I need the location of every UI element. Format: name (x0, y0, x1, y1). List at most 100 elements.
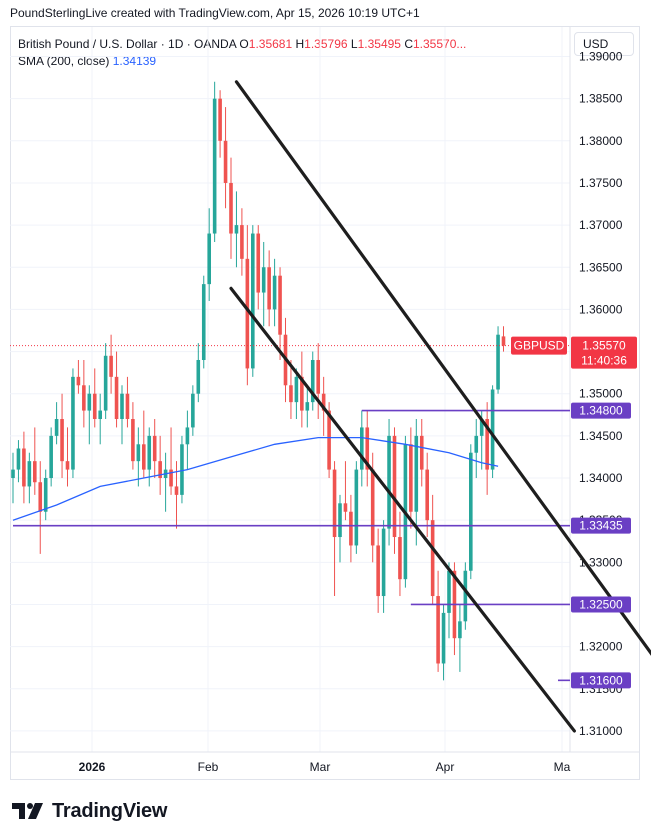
candle-body (278, 275, 282, 335)
price-tick-label: 1.34000 (579, 471, 623, 485)
candle-body (38, 482, 43, 512)
tradingview-logo-icon (12, 803, 43, 819)
candle-body (425, 469, 429, 521)
candle-body (430, 520, 435, 597)
price-tags: 1.34800 1.33435 1.32500 1.31600 GBPUSD 1.3557… (511, 336, 637, 689)
candle-body (376, 545, 380, 597)
candle-body (136, 444, 141, 462)
time-tick-label: Ma (554, 760, 571, 774)
time-tick-label: Mar (310, 760, 331, 774)
candle-body (158, 461, 162, 479)
candle-body (398, 537, 402, 580)
chart-caption: PoundSterlingLive created with TradingVi… (10, 6, 420, 20)
price-tick-label: 1.38000 (579, 134, 623, 148)
candle-body (120, 393, 124, 420)
level-price-tag (571, 402, 631, 419)
legend-open-value: 1.35681 (248, 37, 293, 51)
price-tick-label: 1.34500 (579, 429, 623, 443)
time-axis: 2026 Feb Mar Apr Ma (79, 760, 571, 774)
candle-body (234, 225, 239, 234)
legend-high-label: H (295, 37, 305, 51)
candle-body (223, 140, 228, 183)
candle-body (327, 410, 331, 470)
candle-body (169, 469, 173, 487)
candle-body (147, 435, 152, 470)
sma-line (12, 436, 499, 521)
candle-body (392, 435, 397, 538)
price-tick-label: 1.33000 (579, 555, 623, 569)
candle-body (103, 355, 108, 411)
candle-body (65, 461, 70, 470)
candle-body (60, 419, 64, 462)
legend-sma-value: 1.34139 (112, 54, 157, 68)
candle-body (496, 334, 500, 390)
candle-body (245, 258, 250, 369)
price-tick-label: 1.37500 (579, 176, 623, 190)
candle-body (98, 410, 102, 420)
candle-body (294, 376, 299, 403)
price-tick-label: 1.36000 (579, 302, 623, 316)
candle-body (201, 284, 206, 360)
candle-body (43, 478, 48, 512)
candle-body (180, 444, 184, 495)
level-price-tag (571, 672, 631, 689)
candle-body (267, 267, 271, 310)
candle-body (343, 503, 348, 512)
candle-body (474, 435, 479, 453)
candle-body (370, 469, 375, 546)
candle-body (114, 376, 119, 420)
level-price-label: 1.32500 (579, 597, 623, 611)
last-price-tag (571, 336, 637, 369)
candle-body (256, 233, 261, 293)
candle-body (419, 435, 424, 470)
price-tick-label: 1.39000 (579, 50, 623, 64)
tradingview-logo[interactable]: TradingView (12, 798, 167, 824)
candle-body (11, 469, 15, 479)
price-tick-label: 1.31000 (579, 724, 623, 738)
price-tick-label: 1.32000 (579, 640, 623, 654)
price-tick-label: 1.36500 (579, 260, 623, 274)
trendlines (229, 80, 651, 733)
candle-body (441, 612, 446, 664)
candle-body (409, 444, 413, 512)
candle-body (240, 225, 244, 259)
time-tick-label: Feb (198, 760, 219, 774)
candle-body (16, 448, 21, 470)
candle-body (469, 452, 473, 571)
candle-body (365, 427, 370, 470)
candle-body (272, 275, 277, 310)
chart-pane[interactable] (10, 26, 640, 780)
candle-body (87, 393, 92, 411)
legend-close-label: C (404, 37, 413, 51)
candle-body (354, 469, 359, 546)
candle-body (436, 596, 440, 664)
candle-body (71, 376, 75, 470)
legend-symbol[interactable]: British Pound / U.S. Dollar · 1D · OANDA (18, 37, 237, 51)
candle-body (261, 267, 266, 293)
candle-body (360, 427, 364, 470)
candle-body (92, 393, 97, 420)
candle-body (414, 435, 419, 512)
level-price-label: 1.31600 (579, 673, 623, 687)
candle-body (54, 419, 59, 436)
price-chart[interactable]: 1.39000 1.38500 1.38000 1.37500 1.37000 1.365… (0, 0, 651, 790)
candle-body (458, 621, 462, 639)
currency-button[interactable]: USD (574, 32, 634, 56)
legend-sma-row: SMA (200, close) 1.34139 (18, 53, 466, 70)
symbol-tag-label: GBPUSD (514, 339, 565, 353)
candle-body (479, 419, 484, 436)
candle-body (185, 427, 190, 445)
chart-legend: British Pound / U.S. Dollar · 1D · OANDA… (18, 36, 466, 70)
trendline (229, 286, 576, 733)
legend-sma-label[interactable]: SMA (200, close) (18, 54, 110, 68)
candle-body (27, 461, 32, 487)
candle-body (212, 98, 217, 234)
level-price-label: 1.34800 (579, 404, 623, 418)
sma-series (12, 436, 499, 521)
candle-body (218, 98, 222, 141)
candle-body (316, 359, 320, 394)
time-tick-label: 2026 (79, 760, 106, 774)
legend-ohlc-row: British Pound / U.S. Dollar · 1D · OANDA… (18, 36, 466, 53)
candle-body (207, 233, 211, 285)
candle-body (82, 385, 86, 411)
